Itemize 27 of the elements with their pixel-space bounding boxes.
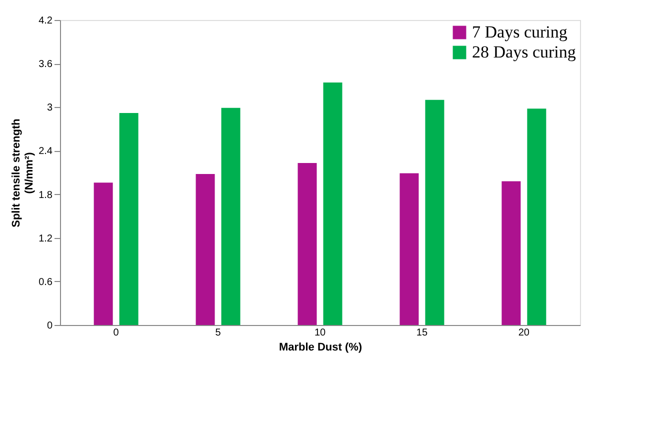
bar — [298, 163, 317, 325]
y-tick-label: 0 — [46, 320, 53, 332]
legend-label: 28 Days curing — [472, 42, 576, 62]
legend-label: 7 Days curing — [472, 22, 568, 42]
y-tick-label: 0.6 — [38, 276, 53, 288]
x-tick-label: 20 — [518, 328, 530, 338]
bar — [196, 174, 215, 325]
bar — [94, 182, 113, 325]
y-tick-label: 1.2 — [38, 233, 53, 244]
bar — [502, 181, 521, 325]
x-axis-title: Marble Dust (%) — [278, 342, 362, 354]
x-tick-label: 0 — [113, 328, 120, 338]
y-tick-label: 1.8 — [38, 190, 53, 201]
y-tick-label: 3 — [46, 102, 53, 114]
y-tick-label: 4.2 — [38, 16, 53, 26]
bar — [400, 173, 419, 325]
bar — [323, 82, 342, 325]
x-tick-label: 5 — [215, 328, 222, 338]
bar — [425, 100, 444, 325]
y-tick-label: 3.6 — [38, 59, 53, 70]
bar — [527, 108, 546, 325]
bar — [221, 108, 240, 325]
x-tick-label: 15 — [416, 328, 428, 338]
x-tick-label: 10 — [314, 328, 326, 338]
y-axis-title: Split tensile strength (N/mm²) — [10, 118, 36, 228]
bar — [119, 112, 138, 325]
y-tick-label: 2.4 — [38, 146, 53, 158]
